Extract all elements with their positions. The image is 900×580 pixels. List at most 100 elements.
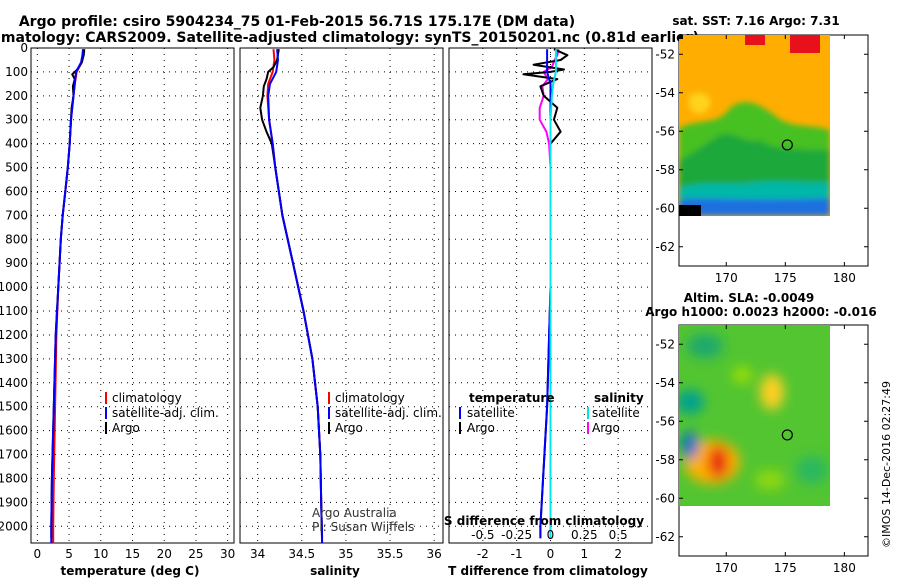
latitude-tick-label: -60 <box>655 201 675 215</box>
legend-mark-satellite <box>328 407 330 419</box>
depth-tick-labels: 0 100 200 300 400 500 600 700 800 900 1000 1100 1200… <box>0 41 28 533</box>
longitude-tick-label: 175 <box>774 271 797 285</box>
temperature-tick-label: 20 <box>157 547 172 561</box>
latitude-tick-label: -60 <box>655 491 675 505</box>
s-difference-tick-label: -0.25 <box>501 528 532 542</box>
sst-warm-patch <box>688 92 711 114</box>
argo-location-marker <box>781 139 793 151</box>
sst-hot-patch <box>790 35 820 53</box>
latitude-tick-label: -62 <box>655 530 675 544</box>
sla-trough <box>682 431 698 459</box>
temperature-panel: 0100200300400500600700800900100011001200… <box>0 41 235 578</box>
figure-title-line1: Argo profile: csiro 5904234_75 01-Feb-20… <box>19 14 575 30</box>
sla-low <box>687 334 723 358</box>
legend-mark-s-satellite <box>587 407 589 419</box>
depth-tick-label: 1100 <box>0 304 28 318</box>
depth-tick-label: 900 <box>5 256 28 270</box>
t-difference-xlabel: T difference from climatology <box>448 564 648 578</box>
imos-credit: ©IMOS 14-Dec-2016 02:27:49 <box>880 381 893 548</box>
s-difference-tick-label: -0.5 <box>471 528 494 542</box>
latitude-tick-label: -54 <box>655 86 675 100</box>
sla-field <box>679 325 830 506</box>
legend-mark-climatology <box>328 392 330 404</box>
legend-satellite: satellite-adj. clim. <box>335 406 442 420</box>
legend-climatology: climatology <box>112 391 182 405</box>
legend-mark-climatology <box>105 392 107 404</box>
temperature-tick-label: 15 <box>125 547 140 561</box>
argo-position-circle <box>781 429 793 441</box>
latitude-tick-label: -62 <box>655 240 675 254</box>
depth-tick-label: 700 <box>5 208 28 222</box>
salinity-tick-label: 35 <box>338 547 353 561</box>
legend-mark-satellite <box>105 407 107 419</box>
difference-panel: -2 -1 0 1 2 -0.5 -0.25 0 0.25 0.5 S difference f… <box>444 47 653 578</box>
salinity-panel: 34 34.5 35 35.5 36 salinity climatology sate… <box>239 47 444 578</box>
sst-coldest-water <box>679 198 830 216</box>
s-difference-label: S difference from climatology <box>444 514 644 528</box>
salinity-xlabel: salinity <box>310 564 360 578</box>
depth-tick-label: 1000 <box>0 280 28 294</box>
sst-missing-data <box>679 205 701 216</box>
figure-title-line2: Climatology: CARS2009. Satellite-adjuste… <box>0 30 699 46</box>
sst-map-title: sat. SST: 7.16 Argo: 7.31 <box>672 14 839 28</box>
legend-t-argo: Argo <box>467 421 495 435</box>
sst-latitude-labels: -52 -54 -56 -58 -60 -62 <box>655 47 868 254</box>
t-difference-tick-labels: -2 -1 0 1 2 <box>477 547 622 561</box>
longitude-tick-label: 170 <box>715 561 738 575</box>
sla-map-title: Altim. SLA: -0.0049 <box>684 291 815 305</box>
legend-mark-argo <box>105 422 107 434</box>
depth-tick-label: 1800 <box>0 471 28 485</box>
legend-argo: Argo <box>112 421 140 435</box>
depth-tick-label: 1400 <box>0 376 28 390</box>
legend-mark-t-satellite <box>459 407 461 419</box>
depth-tick-label: 1900 <box>0 495 28 509</box>
sla-low-west <box>679 390 704 414</box>
legend-climatology: climatology <box>335 391 405 405</box>
sst-hot-patch-2 <box>745 35 765 45</box>
salinity-tick-labels: 34 34.5 35 35.5 36 <box>250 547 442 561</box>
legend-t-satellite: satellite <box>467 406 515 420</box>
depth-tick-label: 400 <box>5 137 28 151</box>
s-difference-tick-labels: -0.5 -0.25 0 0.25 0.5 <box>471 528 628 542</box>
t-difference-tick-label: -2 <box>477 547 489 561</box>
latitude-tick-label: -56 <box>655 414 675 428</box>
t-difference-tick-label: 1 <box>581 547 589 561</box>
sla-low-east <box>796 456 828 484</box>
sst-longitude-labels: 170 175 180 <box>715 35 856 285</box>
sla-map-panel: Altim. SLA: -0.0049 Argo h1000: 0.0023 h… <box>645 291 876 575</box>
credit-pi: PI: Susan Wijffels <box>312 520 414 534</box>
satellite-adj-line <box>267 49 324 544</box>
sla-map-subtitle: Argo h1000: 0.0023 h2000: -0.016 <box>645 305 876 319</box>
s-difference-tick-label: 0.5 <box>609 528 628 542</box>
legend-salinity-title: salinity <box>594 391 644 405</box>
temperature-tick-labels: 0 5 10 15 20 25 30 <box>34 547 236 561</box>
sla-peak <box>708 446 728 478</box>
longitude-tick-label: 180 <box>833 271 856 285</box>
s-difference-tick-label: 0.25 <box>571 528 598 542</box>
depth-tick-label: 200 <box>5 89 28 103</box>
temperature-xlabel: temperature (deg C) <box>61 564 200 578</box>
legend-mark-argo <box>328 422 330 434</box>
longitude-tick-label: 170 <box>715 271 738 285</box>
temperature-tick-label: 30 <box>220 547 235 561</box>
latitude-tick-label: -52 <box>655 337 675 351</box>
depth-tick-label: 1500 <box>0 400 28 414</box>
latitude-tick-label: -58 <box>655 163 675 177</box>
difference-series <box>522 48 569 539</box>
depth-tick-label: 600 <box>5 184 28 198</box>
salinity-tick-label: 34.5 <box>288 547 315 561</box>
credit-argo-australia: Argo Australia <box>312 506 397 520</box>
salinity-legend: climatology satellite-adj. clim. Argo <box>328 391 442 435</box>
sla-longitude-labels: 170 175 180 <box>715 325 856 575</box>
longitude-tick-label: 180 <box>833 561 856 575</box>
sla-high-east <box>760 374 784 410</box>
depth-tick-label: 300 <box>5 113 28 127</box>
depth-tick-label: 800 <box>5 232 28 246</box>
t-difference-tick-label: 2 <box>614 547 622 561</box>
sst-missing-data-corner <box>679 35 683 39</box>
latitude-tick-label: -58 <box>655 453 675 467</box>
satellite-adj-line <box>50 49 84 543</box>
latitude-tick-label: -56 <box>655 124 675 138</box>
temperature-tick-label: 0 <box>34 547 42 561</box>
temperature-tick-label: 25 <box>188 547 203 561</box>
